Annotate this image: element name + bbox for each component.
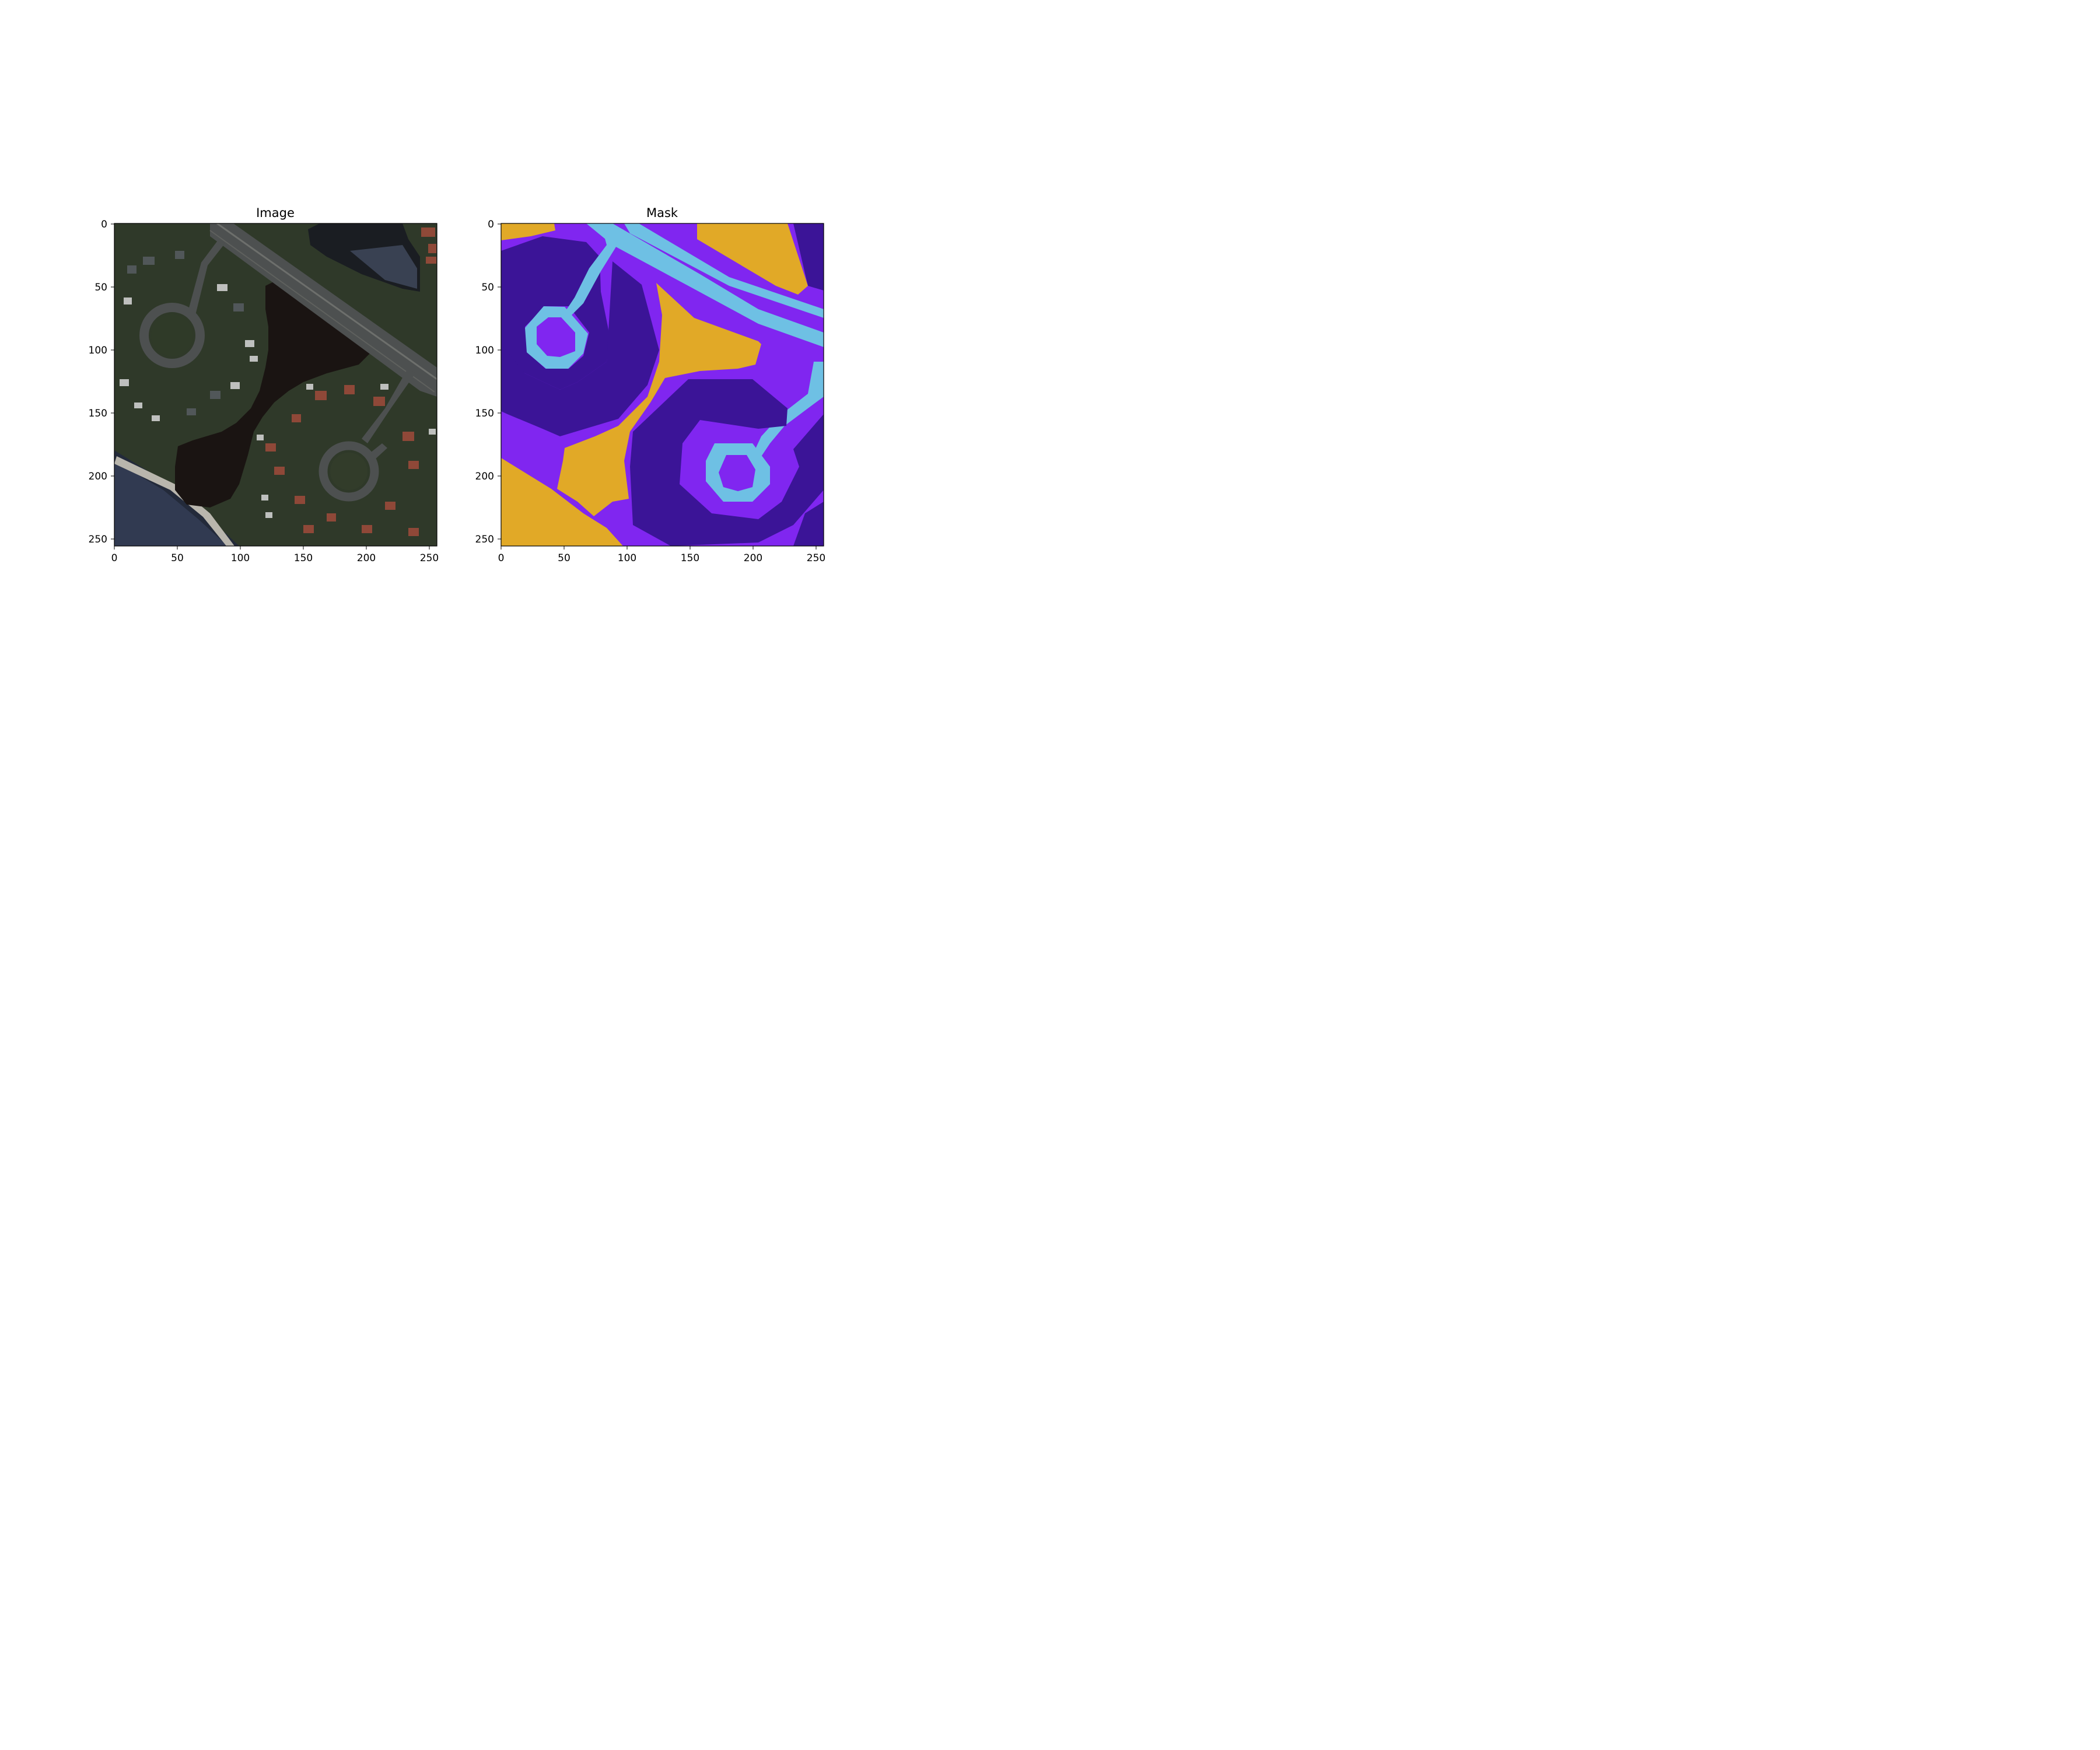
mask-y-tick-label: 200 <box>475 471 494 482</box>
mask-y-tick-label: 250 <box>475 534 494 545</box>
image-y-tick-label: 0 <box>101 219 107 230</box>
mask-x-tick-label: 50 <box>558 552 570 564</box>
image-y-axis: 0 50 100 150 200 250 <box>89 219 114 545</box>
image-y-tick-label: 50 <box>94 282 107 293</box>
image-x-tick-label: 150 <box>294 552 313 564</box>
mask-x-tick-label: 200 <box>744 552 762 564</box>
satellite-image <box>114 223 437 546</box>
mask-panel: Mask <box>475 206 826 564</box>
mask-x-axis: 0 50 100 150 200 250 <box>498 546 825 564</box>
image-panel-title: Image <box>256 206 295 220</box>
mask-panel-frame <box>501 223 824 547</box>
mask-x-tick-label: 100 <box>618 552 636 564</box>
image-y-tick-label: 100 <box>89 345 107 356</box>
image-x-axis: 0 50 100 150 200 250 <box>111 546 439 564</box>
image-panel-frame <box>114 223 438 547</box>
image-x-tick-label: 200 <box>357 552 376 564</box>
mask-y-tick-label: 150 <box>475 408 494 419</box>
image-x-tick-label: 0 <box>111 552 118 564</box>
image-y-tick-label: 150 <box>89 408 107 419</box>
image-x-tick-label: 50 <box>171 552 184 564</box>
mask-x-tick-label: 250 <box>807 552 825 564</box>
mask-x-tick-label: 0 <box>498 552 505 564</box>
mask-x-tick-label: 150 <box>681 552 699 564</box>
segmentation-mask <box>501 223 824 546</box>
mask-panel-title: Mask <box>646 206 678 220</box>
image-y-tick-label: 250 <box>89 534 107 545</box>
mask-y-tick-label: 0 <box>488 219 494 230</box>
mask-y-tick-label: 50 <box>481 282 494 293</box>
mask-y-axis: 0 50 100 150 200 250 <box>475 219 501 545</box>
image-panel: Image <box>89 206 439 564</box>
figure: Image <box>89 206 826 564</box>
mask-y-tick-label: 100 <box>475 345 494 356</box>
image-x-tick-label: 100 <box>231 552 250 564</box>
image-y-tick-label: 200 <box>89 471 107 482</box>
image-x-tick-label: 250 <box>420 552 439 564</box>
